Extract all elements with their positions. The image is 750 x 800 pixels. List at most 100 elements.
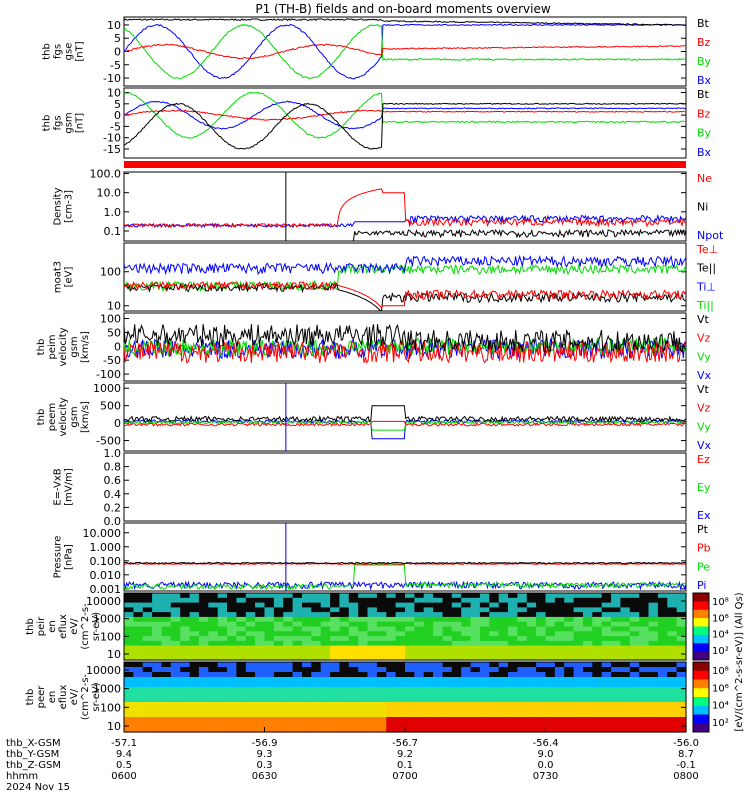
y-tick-label: 0.100	[90, 555, 122, 568]
spec-cell	[648, 697, 659, 703]
spec-cell	[657, 667, 668, 673]
spec-cell	[629, 702, 640, 708]
spec-cell	[620, 602, 631, 608]
spec-cell	[273, 677, 284, 683]
spec-cell	[648, 677, 659, 683]
spec-cell	[283, 650, 294, 656]
spec-cell	[620, 650, 631, 656]
spec-cell	[451, 712, 462, 718]
spec-cell	[498, 655, 509, 661]
spec-cell	[545, 593, 556, 599]
spec-cell	[451, 717, 462, 723]
spec-cell	[629, 626, 640, 632]
spec-cell	[358, 650, 369, 656]
spec-cell	[386, 712, 397, 718]
legend-entry: Pi	[697, 579, 706, 592]
spec-cell	[517, 662, 528, 668]
spec-cell	[198, 597, 209, 604]
spec-cell	[508, 662, 518, 668]
spec-cell	[152, 702, 163, 708]
spec-cell	[152, 722, 163, 728]
spec-cell	[470, 692, 481, 698]
y-tick-label: 0	[114, 46, 121, 59]
spec-cell	[142, 722, 153, 728]
spec-cell	[217, 645, 228, 651]
y-axis-label: eV/	[69, 688, 80, 705]
spec-cell	[592, 612, 603, 618]
spec-cell	[208, 707, 219, 713]
spec-cell	[395, 707, 406, 713]
legend-entry: Te⊥	[696, 243, 718, 256]
spec-cell	[302, 662, 312, 668]
spec-cell	[180, 645, 191, 651]
spec-cell	[376, 616, 387, 623]
spec-cell	[170, 717, 181, 723]
spec-cell	[245, 631, 256, 637]
spec-cell	[208, 672, 219, 678]
spec-cell	[283, 672, 294, 678]
spec-cell	[236, 662, 247, 668]
spec-cell	[255, 702, 266, 708]
spec-cell	[405, 687, 415, 693]
spec-cell	[526, 662, 537, 668]
series-Bz	[123, 109, 687, 121]
spec-cell	[573, 677, 584, 683]
spec-cell	[526, 621, 537, 628]
spec-cell	[554, 612, 565, 618]
y-tick-label: -100	[96, 368, 121, 381]
spec-cell	[536, 672, 547, 678]
y-tick-label: 100	[100, 266, 121, 279]
spec-cell	[264, 597, 275, 604]
spec-cell	[386, 717, 397, 723]
spec-cell	[554, 672, 565, 678]
spec-cell	[189, 682, 200, 688]
spec-cell	[386, 631, 397, 637]
spec-cell	[330, 707, 341, 713]
spec-cell	[330, 722, 341, 728]
spec-cell	[217, 672, 228, 678]
spec-cell	[545, 702, 556, 708]
spec-cell	[264, 662, 275, 668]
spec-cell	[198, 621, 209, 628]
spec-cell	[517, 607, 528, 613]
spec-cell	[573, 672, 584, 678]
spec-cell	[442, 650, 453, 656]
spec-cell	[508, 677, 518, 683]
spec-cell	[339, 616, 350, 623]
spec-cell	[330, 717, 341, 723]
spec-cell	[133, 612, 144, 618]
spec-cell	[620, 712, 631, 718]
spec-cell	[358, 616, 369, 623]
spec-cell	[639, 707, 650, 713]
spec-cell	[414, 645, 425, 651]
spec-cell	[180, 597, 191, 604]
spec-cell	[367, 612, 378, 618]
spec-cell	[330, 662, 341, 668]
spec-cell	[320, 645, 331, 651]
x-row-label: thb_Z-GSM	[6, 760, 61, 771]
spec-cell	[489, 702, 500, 708]
spec-cell	[358, 597, 369, 604]
spec-cell	[311, 707, 322, 713]
spec-cell	[170, 602, 181, 608]
spec-cell	[142, 621, 153, 628]
spec-cell	[517, 602, 528, 608]
spec-cell	[639, 722, 650, 728]
spec-cell	[367, 640, 378, 647]
x-tick-label: 0600	[111, 771, 136, 782]
spec-cell	[180, 672, 191, 678]
spec-cell	[395, 645, 406, 651]
spec-cell	[479, 616, 490, 623]
spec-cell	[180, 677, 191, 683]
spec-cell	[395, 692, 406, 698]
spec-cell	[442, 640, 453, 647]
spec-cell	[255, 636, 266, 642]
spec-cell	[526, 712, 537, 718]
spec-cell	[461, 645, 472, 651]
spec-cell	[489, 602, 500, 608]
spec-cell	[152, 682, 163, 688]
spec-cell	[601, 667, 612, 673]
spec-cell	[508, 717, 518, 723]
y-axis-label: [eV]	[64, 267, 75, 288]
